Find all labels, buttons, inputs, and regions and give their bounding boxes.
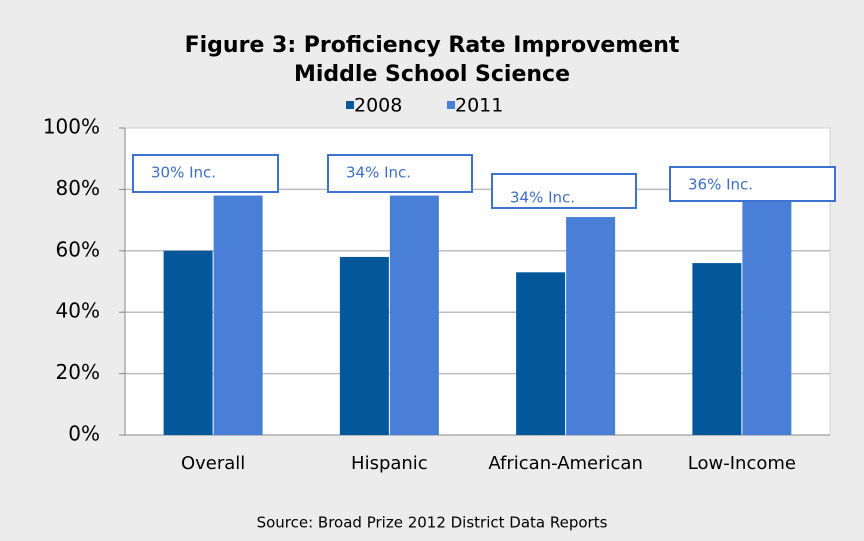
annotation-box: [491, 173, 637, 209]
y-tick-label: 20%: [56, 360, 100, 384]
bar: [213, 195, 263, 435]
annotation-box: [327, 154, 473, 193]
bar: [742, 201, 792, 435]
annotation-text: 34% Inc.: [346, 164, 411, 182]
x-tick-label: Overall: [181, 453, 245, 474]
chart-title: Figure 3: Proficiency Rate Improvement: [185, 33, 680, 58]
legend-swatch: [447, 101, 455, 109]
legend-label: 2011: [455, 95, 503, 117]
bar: [339, 256, 389, 435]
y-tick-label: 60%: [56, 237, 100, 261]
legend-swatch: [346, 101, 354, 109]
bar: [389, 195, 439, 435]
bar: [163, 250, 213, 435]
chart-subtitle: Middle School Science: [294, 62, 570, 87]
bar: [516, 272, 566, 435]
annotation-box: [669, 166, 836, 202]
y-tick-label: 80%: [56, 176, 100, 200]
annotation-box: [132, 154, 279, 193]
annotation-text: 36% Inc.: [688, 176, 753, 194]
y-tick-label: 0%: [68, 422, 100, 446]
source-note: Source: Broad Prize 2012 District Data R…: [257, 514, 608, 532]
annotation-text: 34% Inc.: [510, 189, 575, 207]
x-tick-label: African-American: [488, 453, 643, 474]
legend-label: 2008: [354, 95, 402, 117]
bar: [566, 217, 616, 435]
x-tick-label: Hispanic: [351, 453, 428, 474]
y-tick-label: 100%: [43, 115, 100, 139]
x-tick-label: Low-Income: [688, 453, 796, 474]
annotation-text: 30% Inc.: [151, 164, 216, 182]
y-tick-label: 40%: [56, 299, 100, 323]
bar: [692, 263, 742, 435]
